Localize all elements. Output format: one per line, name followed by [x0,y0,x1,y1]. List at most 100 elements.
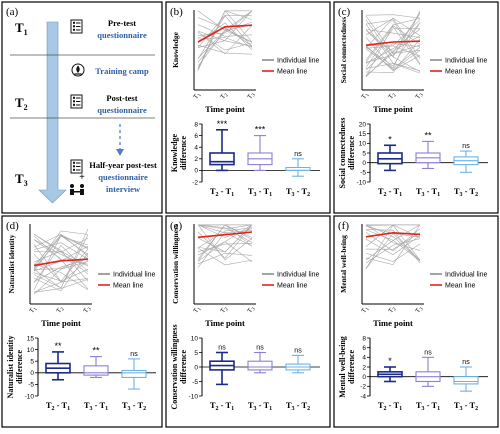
box-y-axis-label: Mental well-beingdifference [338,336,356,398]
box-y-tick-label: -4 [360,393,366,400]
category-label: T2 - T1 [378,186,402,198]
x-tick-label: T3 [414,305,425,316]
significance-label: ** [92,346,100,356]
individual-line [365,29,421,64]
significance-label: ns [256,345,264,352]
individual-line [197,224,253,262]
box-iqr [121,369,147,378]
significance-label: ** [424,130,432,140]
panel-border [165,1,331,214]
box-y-tick-label: -10 [357,179,367,186]
individual-line [197,224,253,230]
category-label: T2 - T1 [378,400,402,412]
individual-line [33,233,89,253]
significance-label: ns [462,143,470,150]
individual-line [365,235,421,256]
step-title: Post-test [106,93,137,103]
significance-label: *** [217,119,228,129]
checklist-icon-box [73,21,75,24]
box-mark [247,351,273,374]
box-y-axis-label: Knowledgedifference [170,133,188,172]
x-tick-label: T2 [219,305,230,316]
box-mark [453,150,479,173]
x-tick-label: T3 [82,305,93,316]
step-subtitle: questionnaire [98,172,148,182]
box-y-tick-label: 0 [194,364,198,371]
x-axis-label: Time point [205,104,245,114]
individual-line [33,233,89,282]
individual-line [33,263,89,291]
individual-line [365,43,421,71]
individual-line [197,243,253,252]
x-tick-label: T2 [387,305,398,316]
individual-line [33,235,89,272]
box-y-tick-label: 0 [362,374,366,381]
significance-label: * [388,134,392,144]
category-label: T3 - T2 [286,186,310,198]
panel-label: (b) [170,6,183,18]
individual-line [197,252,253,265]
legend-mean-label: Mean line [113,283,143,290]
box-iqr [453,376,479,385]
timeline-arrow [38,21,67,204]
legend-individual-label: Individual line [445,272,488,279]
panel-border [165,215,331,428]
individual-line [365,17,421,61]
x-tick-label: T1 [360,91,371,102]
step-title: Half-year post-test [89,160,157,170]
panel-border [1,215,163,428]
individual-line [197,10,253,43]
box-y-tick-label: -10 [25,393,35,400]
significance-label: ns [294,151,302,158]
individual-line [198,224,253,247]
individual-line [197,25,253,55]
legend-mean-label: Mean line [277,283,307,290]
box-y-tick-label: 10 [359,141,367,148]
individual-line [365,37,421,69]
box-y-axis-label: Conservation willingnessdifference [170,324,188,409]
x-tick-label: T2 [387,91,398,102]
individual-line [33,242,89,260]
individual-line [365,25,421,65]
box-mark [247,135,273,171]
individual-line [197,224,253,243]
individual-line [33,278,89,293]
individual-line [365,224,421,260]
individual-line [33,252,89,292]
interview-icon-body [80,189,84,195]
individual-line [33,235,89,270]
individual-line [365,238,421,264]
category-label: T3 - T1 [248,186,272,198]
significance-label: ns [130,351,138,358]
category-label: T2 - T1 [210,186,234,198]
box-y-tick-label: 2 [362,364,366,371]
campfire-icon-flame [76,65,80,73]
significance-label: ** [54,341,62,351]
interview-icon-table [74,191,80,193]
category-label: T3 - T2 [286,400,310,412]
category-label: T3 - T2 [454,400,478,412]
box-mark [285,354,311,374]
individual-line [365,224,421,265]
checklist-icon-box [73,161,75,164]
category-label: T2 - T1 [210,400,234,412]
box-y-tick-label: 2 [194,156,198,163]
panel-label: (f) [338,220,349,232]
panel-label: (d) [6,220,19,232]
individual-line [197,224,253,238]
category-label: T3 - T2 [122,400,146,412]
checklist-icon-box [73,28,75,31]
panel-a-border [1,1,163,214]
box-y-tick-label: 5 [194,350,198,357]
legend-individual-label: Individual line [113,272,156,279]
checklist-icon-box [73,165,75,168]
box-y-tick-label: 5 [30,359,34,366]
individual-line [197,37,253,48]
mean-line [197,24,253,43]
individual-line [197,30,253,47]
individual-line [197,31,253,51]
individual-line [365,14,421,19]
time-label-t1: T1 [15,20,28,37]
time-label-t2: T2 [15,95,28,112]
